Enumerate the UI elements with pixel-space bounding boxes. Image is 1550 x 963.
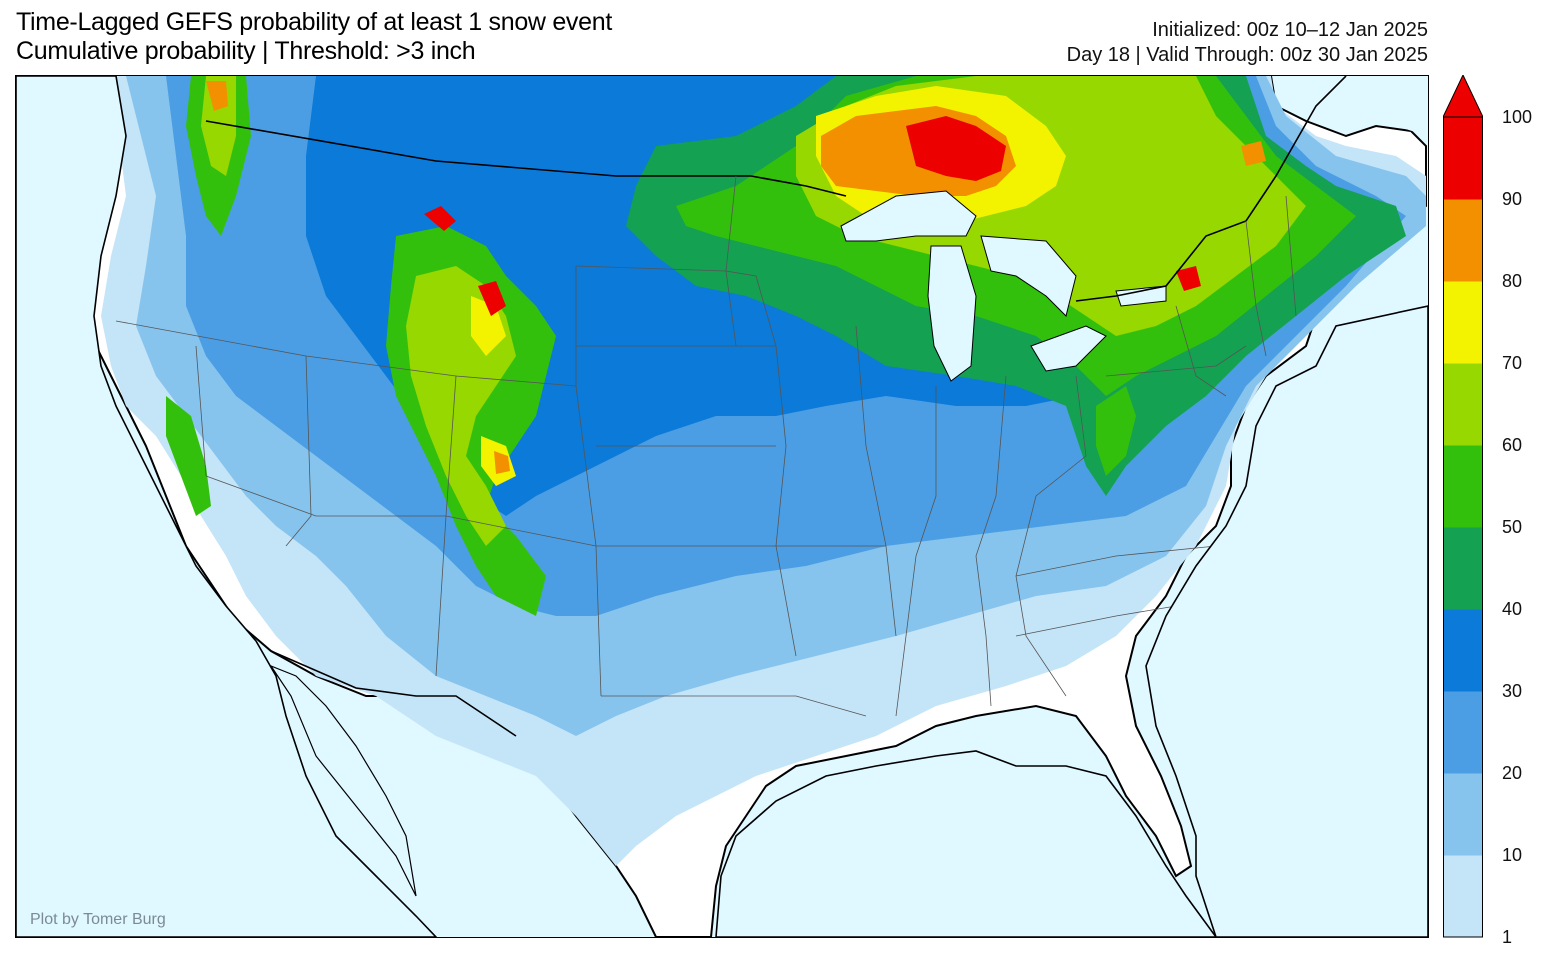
colorbar-band: [1443, 117, 1483, 200]
colorbar-band: [1443, 609, 1483, 692]
map-panel: Plot by Tomer Burg: [15, 75, 1429, 938]
colorbar-band: [1443, 773, 1483, 856]
map-subtitle: Cumulative probability | Threshold: >3 i…: [16, 37, 476, 65]
colorbar-bands: [1443, 117, 1483, 938]
colorbar-extend-arrow: [1443, 75, 1483, 118]
great-lakes: [840, 190, 1167, 382]
colorbar-tick-label: 20: [1502, 763, 1523, 783]
border-lines: [205, 76, 1347, 737]
colorbar-tick-label: 60: [1502, 435, 1523, 455]
gulf-of-mexico: [715, 750, 1217, 937]
colorbar-tick-label: 70: [1502, 353, 1523, 373]
atlantic-ocean: [1145, 305, 1428, 937]
colorbar-band: [1443, 363, 1483, 446]
baja-gulf: [269, 664, 417, 897]
hudson-bay-water: [1356, 76, 1428, 136]
pacific-ocean: [16, 76, 438, 937]
valid-text: Day 18 | Valid Through: 00z 30 Jan 2025: [1066, 44, 1428, 66]
map-title: Time-Lagged GEFS probability of at least…: [16, 8, 612, 36]
colorbar-tick-label: 90: [1502, 189, 1523, 209]
colorbar-tick-label: 10: [1502, 845, 1523, 865]
map-canvas: Plot by Tomer Burg: [16, 76, 1428, 937]
state-lines: [115, 175, 1297, 717]
colorbar-band: [1443, 527, 1483, 610]
colorbar-tick-label: 30: [1502, 681, 1523, 701]
colorbar-band: [1443, 445, 1483, 528]
colorbar-band: [1443, 855, 1483, 938]
colorbar-tick-label: 40: [1502, 599, 1523, 619]
colorbar-band: [1443, 691, 1483, 774]
initialized-text: Initialized: 00z 10–12 Jan 2025: [1152, 19, 1428, 41]
run-info: Initialized: 00z 10–12 Jan 2025 Day 18 |…: [1067, 18, 1428, 68]
colorbar: [1443, 75, 1483, 938]
colorbar-band: [1443, 199, 1483, 282]
colorbar-band: [1443, 281, 1483, 364]
credit-text: Plot by Tomer Burg: [30, 911, 166, 928]
colorbar-tick-label: 50: [1502, 517, 1523, 537]
colorbar-tick-label: 1: [1502, 927, 1513, 947]
colorbar-tick-label: 80: [1502, 271, 1523, 291]
title-block: Time-Lagged GEFS probability of at least…: [16, 8, 612, 66]
colorbar-outline: [1443, 116, 1483, 938]
colorbar-tick-label: 100: [1502, 107, 1533, 127]
